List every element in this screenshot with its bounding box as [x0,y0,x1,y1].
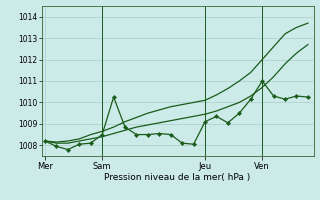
X-axis label: Pression niveau de la mer( hPa ): Pression niveau de la mer( hPa ) [104,173,251,182]
